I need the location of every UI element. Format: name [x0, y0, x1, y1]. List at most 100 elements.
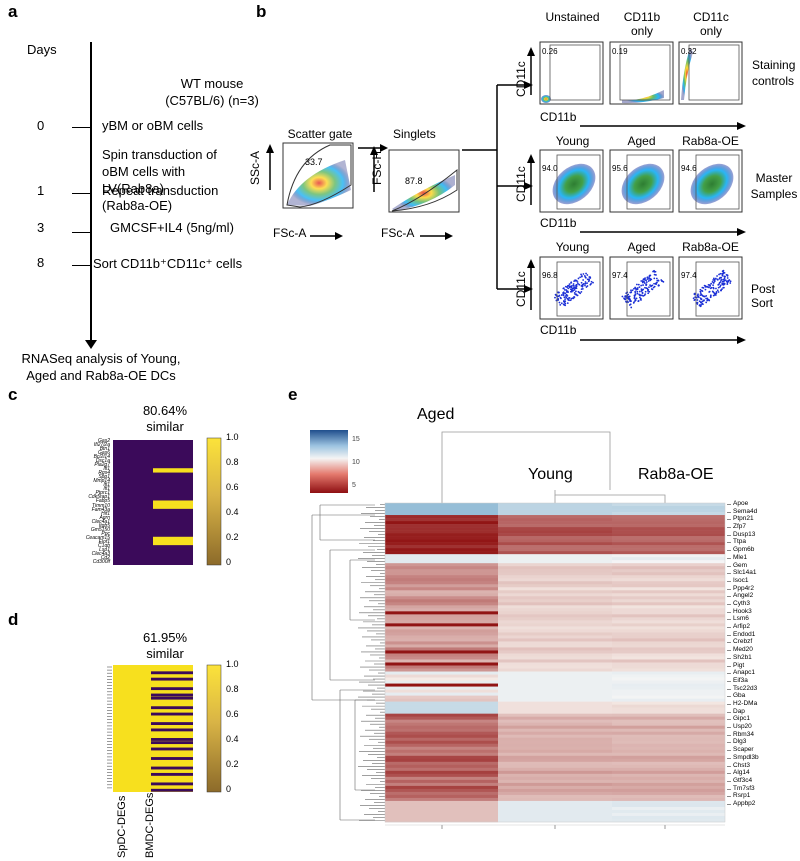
- gene-label-c: Agrn: [99, 514, 110, 521]
- timeline-event-transduction: Spin transduction of oBM cells with LV(R…: [102, 147, 217, 213]
- similar-label-d: similar: [146, 646, 184, 661]
- gene-label-e: Tm7sf3: [733, 784, 755, 792]
- title-young-master: Young: [555, 134, 590, 148]
- day-0: 0: [37, 118, 45, 133]
- gene-tick-e: [727, 642, 731, 644]
- singlets-xlabel: FSc-A: [381, 226, 415, 240]
- gene-label-e: Gba: [733, 692, 746, 700]
- timeline-arrow: [85, 340, 97, 349]
- gene-tick-e: [727, 527, 731, 529]
- gene-tick-e: [727, 611, 731, 613]
- gene-label-e: Dusp13: [733, 530, 756, 538]
- gene-tick-e: [727, 673, 731, 675]
- gene-tick-e: [727, 788, 731, 790]
- gene-label-c: Gm5150: [90, 526, 110, 533]
- gene-label-c: Fabp5: [95, 498, 110, 505]
- panel-label-d: d: [8, 610, 19, 629]
- gene-tick-e: [727, 650, 731, 652]
- gene-label-c: Clec4a1: [91, 518, 110, 525]
- gene-tick-e: [727, 627, 731, 629]
- colorbar-e: [310, 430, 348, 493]
- timeline-event-gmcsf: GMCSF+IL4 (5ng/ml): [110, 220, 234, 235]
- plot-unstained: [539, 41, 604, 105]
- gene-tick-e: [727, 665, 731, 667]
- row2-name: Master Samples: [750, 171, 798, 201]
- gene-tick-e: [727, 734, 731, 736]
- gene-label-e: Slc14a1: [733, 569, 757, 577]
- gene-tick-e: [727, 604, 731, 605]
- gene-label-e: Cyth3: [733, 600, 750, 607]
- gene-tick-e: [727, 742, 731, 744]
- gene-label-e: Angel2: [733, 592, 754, 600]
- colorbar-tick-c: 0.8: [226, 457, 239, 467]
- colorbar-tick-c: 1.0: [226, 432, 239, 442]
- gene-label-c: Ppc: [101, 530, 110, 537]
- gene-label-c: Elof1: [98, 538, 110, 545]
- gene-label-c: Ifi1: [103, 482, 110, 489]
- tick-day-1: [72, 193, 90, 194]
- gene-label-c: Ifi27l2a: [93, 442, 110, 449]
- gene-label-e: Arfip2: [733, 623, 750, 631]
- gene-label-e: Apoe: [733, 500, 749, 507]
- gene-tick-e: [727, 727, 731, 729]
- gene-label-e: Pigt: [733, 661, 745, 669]
- title-rab8a-master: Rab8a-OE: [682, 134, 739, 148]
- gene-label-c: Hif1: [101, 510, 110, 517]
- gene-label-e: Ttpa: [733, 538, 747, 546]
- gene-label-e: Anapc1: [733, 669, 756, 677]
- gene-label-c: Lsp1: [99, 546, 110, 553]
- gene-tick-e: [727, 657, 731, 659]
- timeline-axis: [90, 42, 92, 347]
- value-cd11c-only: 0.32: [681, 47, 697, 56]
- colorbar-c: [206, 437, 222, 566]
- row3-name: Post Sort: [751, 282, 776, 310]
- panel-label-e: e: [288, 385, 298, 404]
- gene-tick-e: [727, 565, 731, 567]
- gene-label-c: Fam43a: [91, 506, 110, 513]
- gene-label-e: Rsrp1: [733, 792, 751, 800]
- gene-label-e: Ppp4r2: [733, 584, 754, 592]
- rnaseq-footer: RNASeq analysis of Young, Aged and Rab8a…: [21, 351, 181, 383]
- gene-tick-e: [727, 750, 731, 752]
- cbe-tick-10: 10: [352, 459, 360, 466]
- colorbar-tick-d: 0.4: [226, 734, 239, 744]
- colorbar-tick-d: 0: [226, 784, 232, 794]
- gene-tick-e: [727, 765, 731, 767]
- value-rab8a-master: 94.6: [681, 164, 697, 173]
- panel-label-c: c: [8, 385, 18, 404]
- gene-label-c: Dsc1a: [95, 458, 110, 465]
- row1-name: Staining controls: [752, 58, 796, 88]
- gene-tick-e: [727, 704, 731, 705]
- gene-label-e: Gipc1: [733, 715, 750, 723]
- days-title: Days: [27, 42, 57, 57]
- gene-label-e: Gpm6b: [733, 546, 755, 554]
- gene-label-c: Rgs4: [98, 470, 110, 477]
- scatter-gate-title: Scatter gate: [287, 127, 353, 141]
- gene-label-e: Crebzf: [733, 638, 753, 646]
- gene-label-c: Timm10: [91, 502, 110, 509]
- gene-tick-e: [727, 534, 731, 536]
- gene-label-e: Sh2b1: [733, 653, 752, 661]
- gene-tick-e: [727, 757, 731, 759]
- gene-label-e: Gtf3c4: [733, 776, 753, 784]
- gene-tick-e: [727, 511, 731, 513]
- similar-label-c: similar: [146, 419, 184, 434]
- gene-label-c: C1qb: [98, 542, 110, 549]
- gene-label-e: Dap: [733, 707, 745, 715]
- similarity-d: 61.95%: [142, 630, 188, 645]
- timeline-event-repeat: Repeat transduction: [102, 183, 219, 198]
- gene-label-e: Mle1: [733, 553, 748, 561]
- day-1: 1: [37, 183, 45, 198]
- gene-tick-e: [727, 711, 731, 713]
- title-rab8a-postsort: Rab8a-OE: [682, 240, 739, 254]
- gene-tick-e: [727, 573, 731, 575]
- gene-label-e: Hook3: [733, 607, 752, 615]
- gene-label-e: Gem: [733, 561, 748, 569]
- value-rab8a-postsort: 97.4: [681, 271, 697, 280]
- title-aged-postsort: Aged: [627, 240, 656, 254]
- gene-tick-e: [727, 504, 731, 505]
- gene-label-c: Spp1: [98, 474, 110, 481]
- panel-label-a: a: [8, 2, 18, 21]
- gene-label-c: Ifi1: [103, 466, 110, 473]
